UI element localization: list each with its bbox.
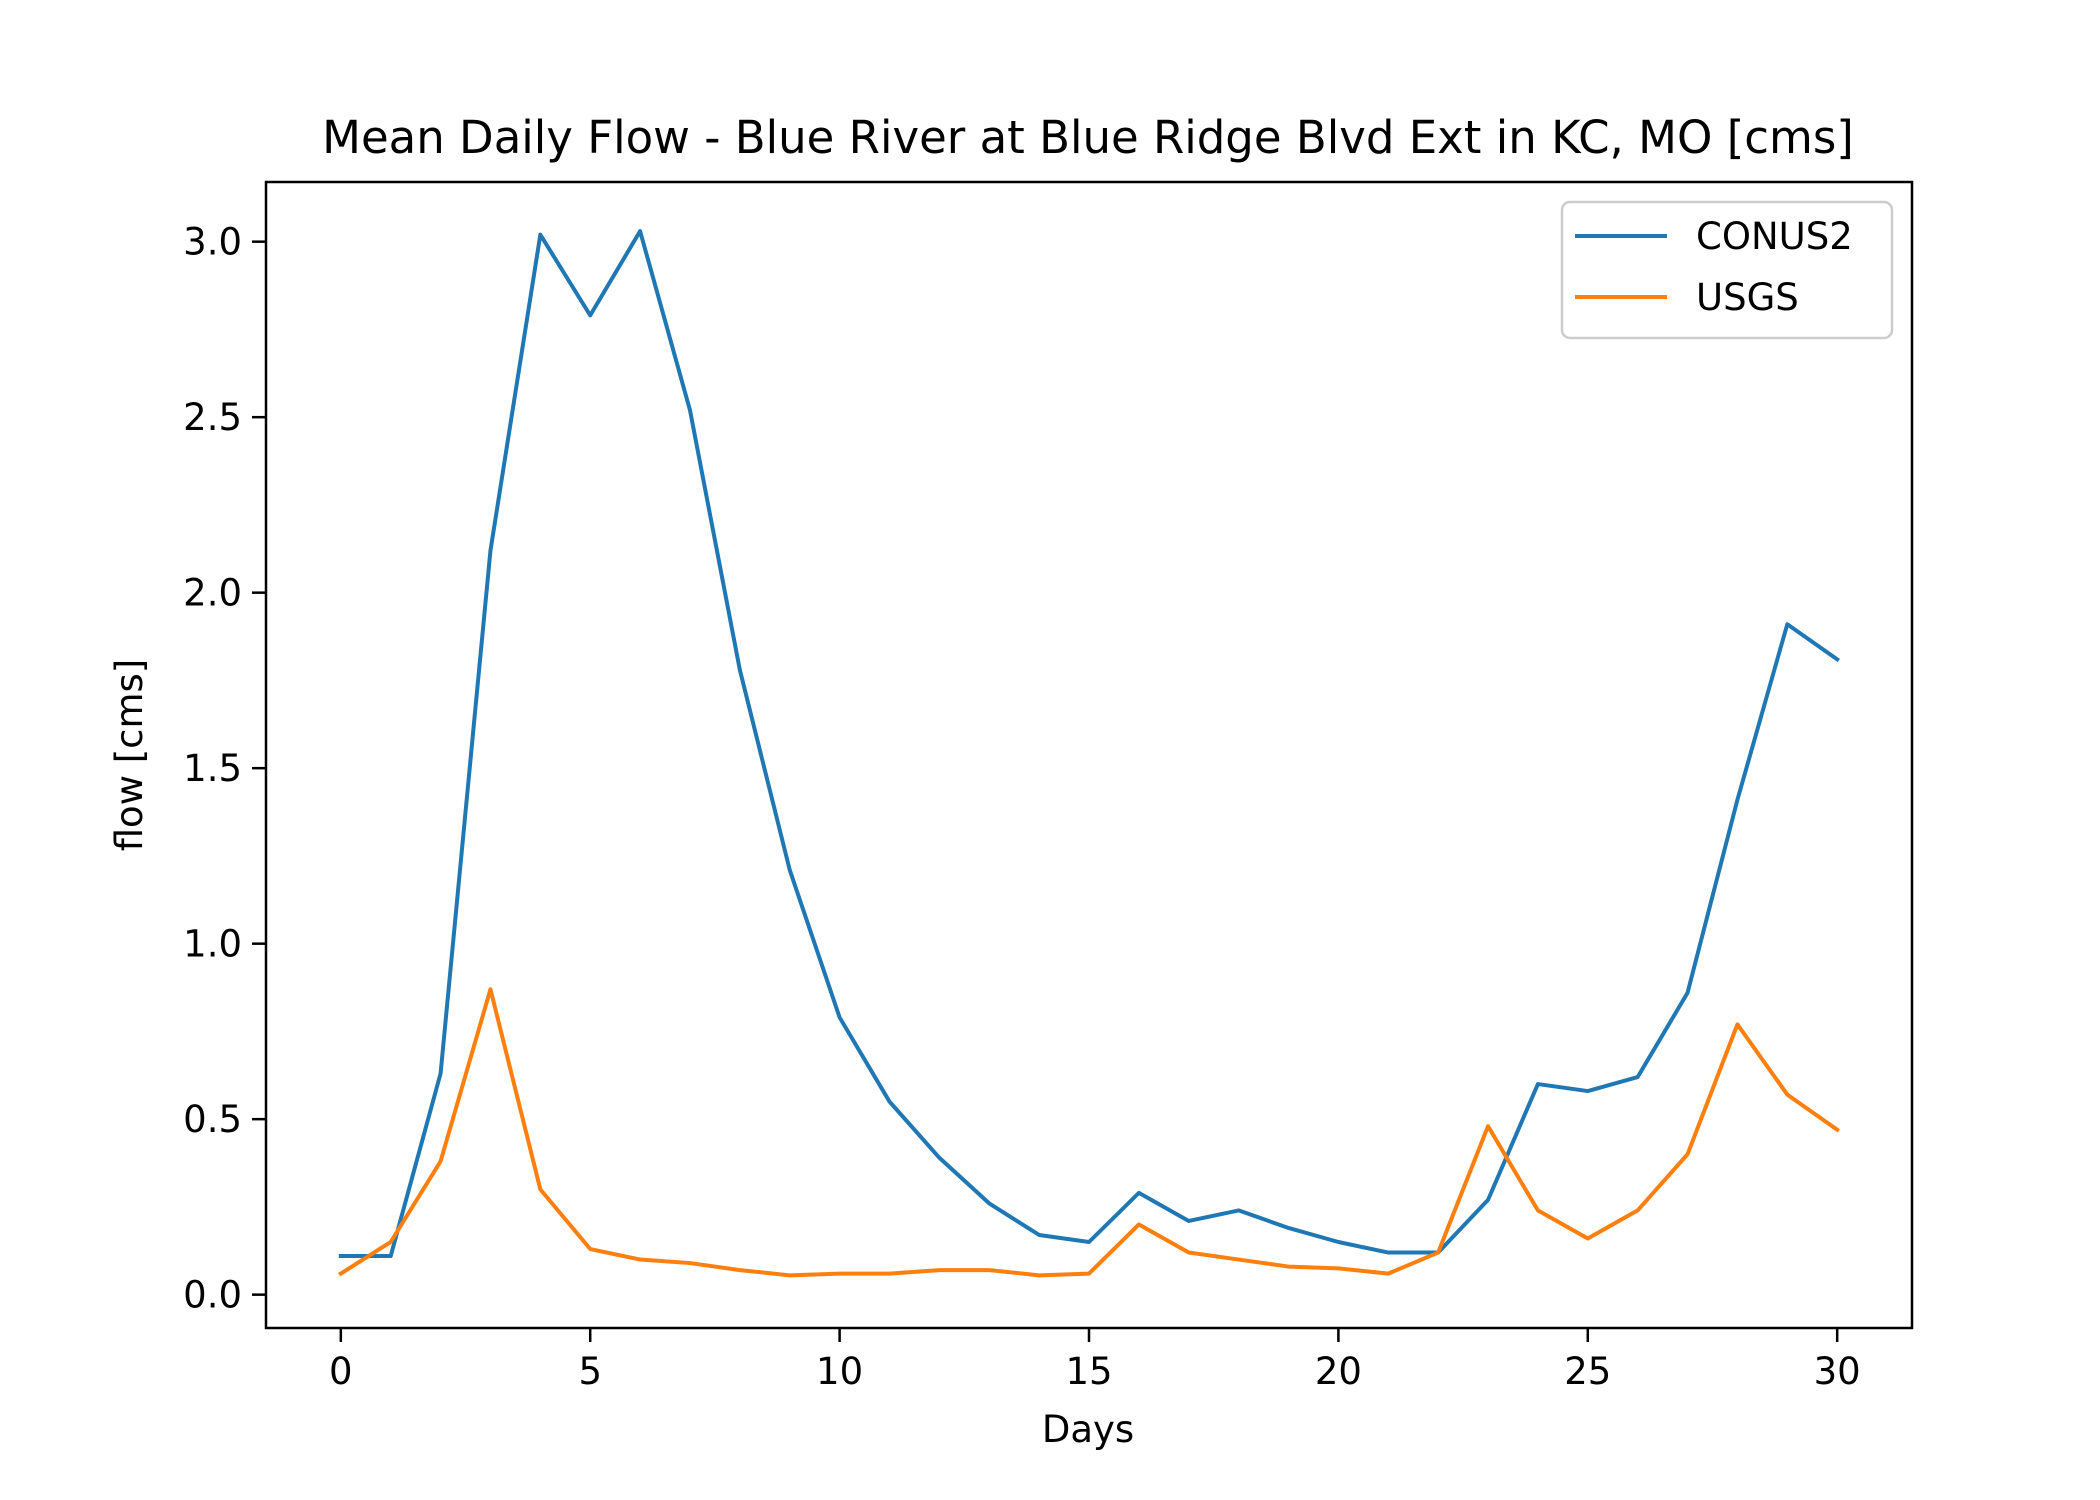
legend-label-conus2: CONUS2	[1696, 215, 1853, 258]
y-tick-label: 3.0	[183, 221, 242, 264]
series-line-conus2	[338, 229, 1840, 1259]
x-tick-label: 10	[816, 1350, 863, 1393]
y-tick-label: 0.5	[183, 1098, 242, 1141]
y-tick-label: 1.5	[183, 747, 242, 790]
y-tick-label: 0.0	[183, 1274, 242, 1317]
x-tick-label: 15	[1065, 1350, 1112, 1393]
y-tick-label: 1.0	[183, 923, 242, 966]
y-tick-label: 2.5	[183, 396, 242, 439]
x-tick-label: 0	[329, 1350, 353, 1393]
x-tick-label: 20	[1315, 1350, 1362, 1393]
plot-frame	[264, 180, 1914, 1330]
chart-title: Mean Daily Flow - Blue River at Blue Rid…	[322, 111, 1854, 164]
y-axis-title: flow [cms]	[108, 659, 151, 852]
series-line-usgs	[338, 987, 1840, 1278]
y-axis-ticks: 0.0 0.5 1.0 1.5 2.0 2.5 3.0	[183, 221, 266, 1317]
y-tick-label: 2.0	[183, 572, 242, 615]
x-tick-label: 30	[1814, 1350, 1861, 1393]
x-tick-label: 5	[578, 1350, 602, 1393]
legend-label-usgs: USGS	[1696, 276, 1799, 319]
x-axis-title: Days	[1042, 1408, 1134, 1451]
x-tick-label: 25	[1564, 1350, 1611, 1393]
x-axis-ticks: 0 5 10 15 20 25 30	[329, 1328, 1861, 1393]
plot-lines	[338, 229, 1840, 1278]
legend: CONUS2 USGS	[1560, 200, 1894, 340]
